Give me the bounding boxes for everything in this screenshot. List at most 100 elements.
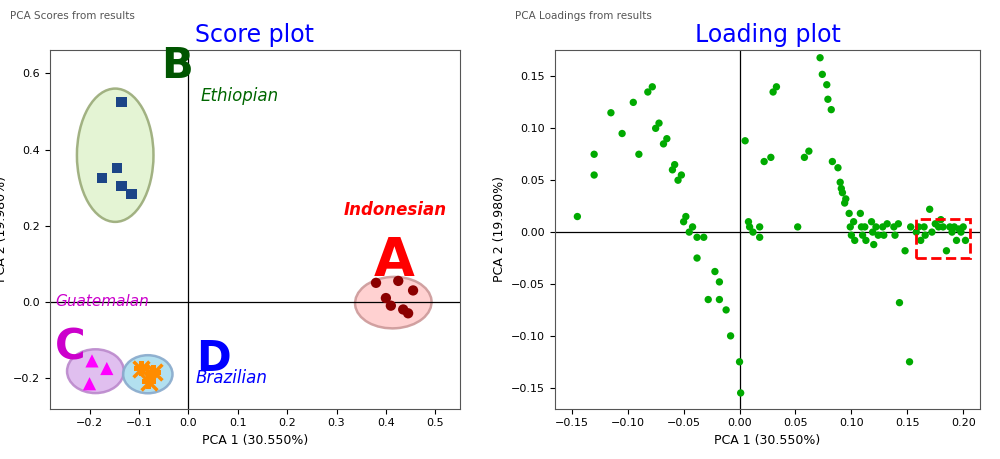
Title: Loading plot: Loading plot xyxy=(695,23,840,47)
Point xyxy=(625,99,641,106)
Point xyxy=(812,54,828,62)
Point xyxy=(790,223,806,230)
Point xyxy=(681,229,697,236)
Text: C: C xyxy=(55,327,86,369)
Point xyxy=(99,365,115,372)
Point xyxy=(740,218,756,225)
Point xyxy=(752,234,768,241)
Point xyxy=(82,380,98,387)
Point xyxy=(569,213,585,220)
Point xyxy=(711,296,727,303)
Point xyxy=(855,231,871,239)
Point xyxy=(752,223,768,230)
Point xyxy=(841,210,857,217)
Point xyxy=(765,88,781,95)
Point xyxy=(917,231,933,239)
Point xyxy=(832,179,848,186)
Point xyxy=(676,218,692,225)
Point xyxy=(689,234,705,241)
Point xyxy=(833,185,849,192)
Point xyxy=(853,223,869,230)
Point xyxy=(938,247,954,254)
Point xyxy=(830,164,846,171)
Point xyxy=(718,306,734,313)
Point xyxy=(678,213,694,220)
Point xyxy=(897,247,913,254)
Point xyxy=(614,130,630,137)
Text: Guatemalan: Guatemalan xyxy=(55,295,149,309)
Point xyxy=(949,237,965,244)
Point xyxy=(910,223,926,230)
Point xyxy=(586,171,602,179)
Y-axis label: PCA 2 (19.980%): PCA 2 (19.980%) xyxy=(0,177,8,282)
Text: PCA Loadings from results: PCA Loadings from results xyxy=(515,11,652,22)
Point xyxy=(852,210,868,217)
Point xyxy=(843,231,859,239)
Point xyxy=(890,220,906,228)
Point xyxy=(146,369,162,376)
Point xyxy=(908,229,924,236)
Point xyxy=(94,174,110,182)
Point xyxy=(864,218,880,225)
Point xyxy=(685,223,701,230)
Point xyxy=(922,206,938,213)
Point xyxy=(603,109,619,117)
Point xyxy=(837,199,853,207)
Point xyxy=(655,140,671,147)
Point xyxy=(733,389,749,397)
Point xyxy=(801,147,817,155)
Point xyxy=(763,154,779,161)
Point xyxy=(737,137,753,145)
Point xyxy=(378,294,394,302)
X-axis label: PCA 1 (30.550%): PCA 1 (30.550%) xyxy=(714,434,821,447)
Text: A: A xyxy=(374,235,414,287)
Point xyxy=(842,223,858,230)
Point xyxy=(742,223,758,230)
Point xyxy=(133,365,149,372)
Point xyxy=(631,151,647,158)
Point xyxy=(804,36,820,44)
Point xyxy=(659,135,675,142)
Title: Score plot: Score plot xyxy=(195,23,314,47)
Point xyxy=(858,237,874,244)
Point xyxy=(711,278,727,285)
Ellipse shape xyxy=(355,277,432,328)
Text: Ethiopian: Ethiopian xyxy=(201,87,279,105)
Point xyxy=(927,220,943,228)
Bar xyxy=(916,218,970,258)
Point xyxy=(586,151,602,158)
Point xyxy=(838,195,854,202)
Point xyxy=(395,306,411,313)
Point xyxy=(667,161,683,168)
Point xyxy=(785,0,801,7)
Point xyxy=(124,190,140,198)
Point xyxy=(808,31,824,39)
Point xyxy=(823,106,839,113)
Point xyxy=(933,216,949,224)
Point xyxy=(820,95,836,103)
Point xyxy=(723,332,739,340)
Point xyxy=(857,223,873,230)
Point xyxy=(942,223,958,230)
Point xyxy=(768,83,784,90)
Point xyxy=(951,225,967,233)
Point xyxy=(383,302,399,309)
Text: D: D xyxy=(196,338,230,380)
Ellipse shape xyxy=(123,355,173,393)
Point xyxy=(814,71,830,78)
Point xyxy=(640,88,656,95)
Point xyxy=(756,158,772,165)
Point xyxy=(133,365,149,372)
Point xyxy=(847,237,863,244)
Point xyxy=(670,177,686,184)
Point xyxy=(868,223,884,230)
Point xyxy=(141,378,157,386)
Point xyxy=(664,166,680,174)
Point xyxy=(865,229,881,236)
Text: B: B xyxy=(161,45,193,87)
Point xyxy=(114,182,130,190)
Point xyxy=(400,310,416,317)
Point xyxy=(957,237,973,244)
Point xyxy=(114,98,130,106)
Text: PCA Scores from results: PCA Scores from results xyxy=(10,11,135,22)
